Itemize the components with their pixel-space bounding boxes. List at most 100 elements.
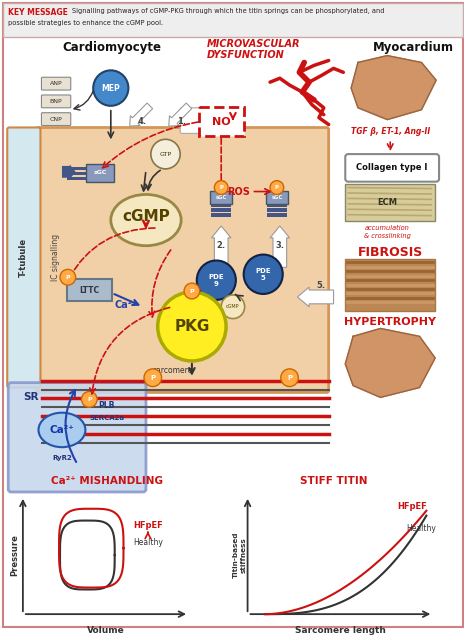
Bar xyxy=(3,3,463,37)
Text: 3.: 3. xyxy=(275,241,284,250)
Text: 2.: 2. xyxy=(217,241,226,250)
Bar xyxy=(267,213,287,217)
Circle shape xyxy=(184,283,200,299)
Text: PDE
5: PDE 5 xyxy=(255,268,271,281)
Ellipse shape xyxy=(111,194,181,246)
Text: HFpEF: HFpEF xyxy=(397,502,427,511)
Circle shape xyxy=(221,295,245,318)
FancyArrow shape xyxy=(297,287,334,307)
Text: SERCA2a: SERCA2a xyxy=(90,415,124,421)
Text: T-tubule: T-tubule xyxy=(19,238,28,277)
Text: KEY MESSAGE: KEY MESSAGE xyxy=(8,8,68,17)
Circle shape xyxy=(214,181,228,194)
Bar xyxy=(345,183,435,221)
Circle shape xyxy=(82,392,97,407)
Text: NO: NO xyxy=(212,117,230,127)
Text: Ca²⁺ MISHANDLING: Ca²⁺ MISHANDLING xyxy=(51,476,163,486)
Text: LTTC: LTTC xyxy=(79,285,100,294)
Circle shape xyxy=(60,269,76,285)
FancyBboxPatch shape xyxy=(41,95,71,108)
Bar xyxy=(267,208,287,211)
Circle shape xyxy=(158,292,226,361)
Text: Pressure: Pressure xyxy=(10,534,19,576)
Text: Myocardium: Myocardium xyxy=(373,41,454,54)
Text: RyR2: RyR2 xyxy=(52,455,72,461)
Text: Sarcomere length: Sarcomere length xyxy=(295,626,386,635)
Circle shape xyxy=(244,255,283,294)
Bar xyxy=(3,3,463,37)
Text: accumulation
& crosslinking: accumulation & crosslinking xyxy=(364,225,410,238)
Polygon shape xyxy=(351,55,436,120)
Text: 5.: 5. xyxy=(316,281,326,290)
Text: Cardiomyocyte: Cardiomyocyte xyxy=(62,41,161,54)
FancyBboxPatch shape xyxy=(67,279,112,301)
FancyArrow shape xyxy=(169,103,191,126)
Text: Signalling pathways of cGMP-PKG through which the titin springs can be phosphory: Signalling pathways of cGMP-PKG through … xyxy=(72,8,384,14)
Bar xyxy=(211,208,231,211)
FancyBboxPatch shape xyxy=(3,3,463,627)
Text: cGMP: cGMP xyxy=(226,304,240,310)
Text: MEP: MEP xyxy=(101,83,120,92)
Text: GTP: GTP xyxy=(159,152,172,157)
Text: Ca²⁺: Ca²⁺ xyxy=(50,425,74,435)
Polygon shape xyxy=(345,329,435,397)
Text: sGC: sGC xyxy=(93,170,107,175)
Text: ANP: ANP xyxy=(50,81,63,86)
FancyBboxPatch shape xyxy=(41,77,71,90)
Text: HFpEF: HFpEF xyxy=(133,520,163,529)
Text: Healthy: Healthy xyxy=(133,538,163,547)
FancyBboxPatch shape xyxy=(266,190,288,204)
Circle shape xyxy=(151,140,180,169)
FancyBboxPatch shape xyxy=(180,108,210,133)
FancyArrow shape xyxy=(130,103,153,126)
FancyBboxPatch shape xyxy=(8,383,146,492)
Bar xyxy=(211,203,231,207)
Text: Volume: Volume xyxy=(87,626,125,635)
Bar xyxy=(67,167,88,170)
Text: PDE
9: PDE 9 xyxy=(209,274,224,287)
Text: Healthy: Healthy xyxy=(407,524,437,533)
Text: Titin-based
stiffness: Titin-based stiffness xyxy=(233,532,246,578)
Text: P: P xyxy=(287,375,292,381)
Text: 4.: 4. xyxy=(138,117,147,125)
Circle shape xyxy=(281,369,298,387)
Bar xyxy=(67,176,88,180)
Text: P: P xyxy=(87,397,91,402)
Circle shape xyxy=(197,261,236,300)
Circle shape xyxy=(93,70,128,106)
FancyBboxPatch shape xyxy=(210,190,232,204)
FancyArrow shape xyxy=(270,226,290,268)
Text: Collagen type I: Collagen type I xyxy=(356,163,428,173)
FancyBboxPatch shape xyxy=(41,113,71,125)
FancyBboxPatch shape xyxy=(199,107,244,136)
Text: MICROVASCULAR
DYSFUNCTION: MICROVASCULAR DYSFUNCTION xyxy=(207,39,300,60)
Text: Ca²⁺: Ca²⁺ xyxy=(115,300,138,310)
FancyArrow shape xyxy=(62,164,76,179)
Text: P: P xyxy=(275,185,279,190)
FancyBboxPatch shape xyxy=(86,164,114,182)
Text: PKG: PKG xyxy=(174,319,210,334)
Text: TGF β, ET-1, Ang-II: TGF β, ET-1, Ang-II xyxy=(351,127,430,136)
Text: possible strategies to enhance the cGMP pool.: possible strategies to enhance the cGMP … xyxy=(8,20,164,26)
Text: STIFF TITIN: STIFF TITIN xyxy=(300,476,367,486)
Text: PLB: PLB xyxy=(99,401,115,410)
Text: P: P xyxy=(219,185,223,190)
Text: P: P xyxy=(150,375,155,381)
Text: ECM: ECM xyxy=(377,198,397,207)
Text: HYPERTROPHY: HYPERTROPHY xyxy=(344,317,436,327)
FancyArrow shape xyxy=(211,226,231,268)
Text: CNP: CNP xyxy=(50,117,63,122)
Text: BNP: BNP xyxy=(50,99,63,104)
Text: 1.: 1. xyxy=(177,117,186,125)
Circle shape xyxy=(270,181,284,194)
Text: ROS: ROS xyxy=(228,187,250,197)
Text: sGC: sGC xyxy=(271,195,283,200)
FancyBboxPatch shape xyxy=(345,154,439,182)
Bar xyxy=(67,172,88,175)
Text: IC signalling: IC signalling xyxy=(51,234,60,281)
Bar xyxy=(345,259,435,311)
Text: sGC: sGC xyxy=(216,195,227,200)
Text: cGMP: cGMP xyxy=(122,209,170,224)
Text: P: P xyxy=(65,275,70,280)
Bar xyxy=(267,203,287,207)
